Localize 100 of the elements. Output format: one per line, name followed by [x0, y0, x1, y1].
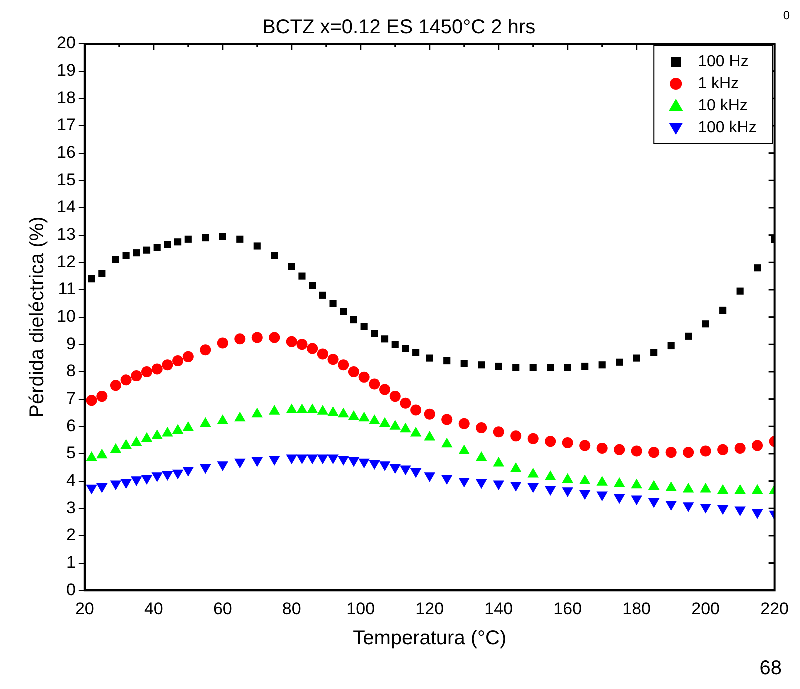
point: [269, 456, 280, 466]
point: [718, 444, 729, 456]
y-tick-label: 20: [56, 34, 76, 53]
point: [307, 343, 318, 354]
point: [98, 270, 106, 278]
x-tick-label: 60: [213, 599, 232, 618]
point: [143, 246, 151, 254]
x-tick-label: 140: [484, 599, 514, 618]
point: [736, 288, 744, 295]
legend-label: 1 kHz: [698, 75, 740, 92]
y-tick-label: 9: [66, 334, 76, 354]
point: [614, 444, 626, 456]
y-tick-label: 2: [66, 526, 76, 545]
point: [495, 362, 502, 370]
point: [544, 486, 556, 496]
y-tick-label: 14: [56, 198, 76, 217]
point: [319, 292, 326, 299]
point: [110, 480, 122, 491]
y-tick-label: 19: [56, 61, 76, 80]
point: [131, 476, 142, 486]
point: [683, 447, 694, 458]
point: [96, 483, 108, 494]
y-tick-label: 17: [56, 116, 76, 135]
point: [317, 348, 328, 360]
point: [369, 378, 380, 390]
point: [296, 339, 308, 350]
x-axis-title: Temperatura (°C): [353, 628, 507, 650]
point: [380, 384, 391, 396]
point: [547, 364, 554, 372]
x-tick-label: 220: [760, 599, 790, 618]
point: [217, 462, 229, 472]
point: [493, 480, 504, 491]
x-tick-label: 120: [416, 599, 444, 618]
point: [596, 492, 608, 502]
y-tick-label: 7: [66, 388, 76, 408]
point: [86, 484, 98, 495]
point: [338, 456, 350, 466]
legend-label: 100 Hz: [698, 53, 749, 70]
point: [252, 458, 264, 468]
point: [271, 252, 278, 260]
point: [306, 454, 318, 465]
point: [579, 490, 591, 500]
point: [460, 360, 468, 368]
point: [131, 370, 142, 382]
point: [86, 395, 98, 406]
point: [410, 468, 422, 478]
y-tick-label: 18: [56, 88, 76, 108]
point: [734, 506, 746, 516]
x-tick-label: 40: [144, 599, 164, 618]
point: [298, 272, 306, 280]
point: [120, 479, 132, 490]
y-tick-label: 1: [66, 552, 76, 572]
point: [122, 252, 130, 260]
point: [410, 404, 422, 416]
point: [152, 472, 163, 482]
point: [614, 494, 626, 504]
y-tick-label: 4: [66, 470, 76, 490]
point: [562, 488, 574, 498]
point: [296, 454, 308, 465]
point: [392, 341, 399, 348]
point: [110, 380, 122, 392]
point: [172, 470, 184, 480]
point: [154, 244, 161, 252]
point: [476, 422, 488, 434]
point: [348, 458, 360, 468]
point: [702, 320, 710, 328]
x-tick-label: 160: [554, 599, 582, 618]
point: [217, 338, 228, 349]
point: [424, 472, 436, 482]
point: [317, 454, 329, 465]
point: [682, 502, 694, 512]
point: [754, 264, 762, 272]
point: [200, 464, 212, 474]
point: [219, 233, 226, 240]
point: [424, 408, 436, 420]
point: [402, 345, 410, 352]
point: [269, 332, 280, 344]
y-tick-label: 8: [66, 362, 76, 381]
point: [734, 442, 746, 454]
point: [442, 414, 453, 426]
point: [164, 241, 172, 248]
point: [338, 360, 350, 371]
point: [182, 467, 194, 477]
point: [510, 482, 522, 492]
point: [528, 433, 539, 444]
point: [512, 364, 520, 372]
point: [633, 354, 640, 362]
point: [96, 391, 108, 402]
x-tick-label: 80: [282, 599, 302, 618]
chart-title: BCTZ x=0.12 ES 1450°C 2 hrs: [262, 16, 536, 39]
point: [616, 358, 624, 366]
point: [478, 362, 486, 369]
point: [234, 334, 246, 345]
point: [309, 282, 316, 290]
point: [328, 354, 339, 366]
y-tick-label: 13: [56, 224, 76, 244]
point: [441, 475, 453, 486]
y-tick-label: 3: [66, 498, 76, 518]
point: [360, 323, 368, 330]
point: [234, 458, 246, 469]
